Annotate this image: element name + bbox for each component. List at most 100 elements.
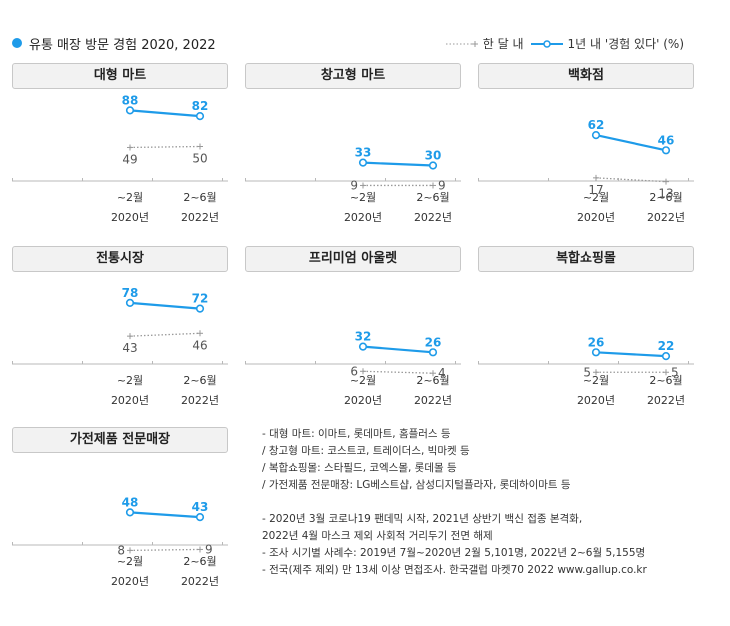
series-year-point [125,298,135,308]
chart-panel: 창고형 마트 ~2월 2020년 2~6월 2022년 33 9 30 9 [245,63,461,228]
series-month-point [593,174,599,181]
month-data-label: 50 [192,152,207,166]
footnote-line [262,494,722,511]
x-tick-year-label: 2020년 [344,394,382,407]
series-month-line [129,548,201,552]
chart-panel: 가전제품 전문매장 ~2월 2020년 2~6월 2022년 48 8 43 9 [12,427,228,592]
x-tick-label: 2~6월 [649,191,682,204]
legend-month-swatch [445,40,478,47]
series-month-point [593,369,599,376]
year-data-label: 46 [658,133,675,147]
legend-month-label: 한 달 내 [482,37,524,51]
chart-title-row: 유통 매장 방문 경험 2020, 2022 [12,33,216,53]
series-month-point [127,144,133,151]
series-year-point [195,304,205,313]
legend: 한 달 내 1년 내 '경험 있다' (%) [445,35,690,52]
month-data-label: 4 [438,366,446,380]
series-year-point [428,161,438,170]
x-tick-label: 2~6월 [416,191,449,204]
series-month-line [129,145,201,149]
panel-title: 백화점 [478,63,694,89]
legend-year-label: 1년 내 '경험 있다' (%) [567,37,685,51]
x-tick-year-label: 2020년 [344,211,382,224]
series-year-point [125,106,135,115]
series-month-point [197,143,203,150]
footnote-line: / 가전제품 전문매장: LG베스트샵, 삼성디지털플라자, 롯데하이마트 등 [262,479,571,491]
series-year-line [129,301,201,310]
x-tick-year-label: 2020년 [111,394,149,407]
year-data-label: 22 [658,339,675,353]
series-year-point [591,130,601,140]
year-data-label: 48 [122,495,139,509]
panel-title: 창고형 마트 [245,63,461,89]
month-data-label: 49 [122,152,137,166]
panel-title: 가전제품 전문매장 [12,427,228,453]
year-data-label: 33 [355,146,372,160]
footnote-line: - 2020년 3월 코로나19 팬데믹 시작, 2021년 상반기 백신 접종… [262,513,583,525]
month-data-label: 5 [583,365,591,379]
panel-plot: ~2월 2020년 2~6월 2022년 62 17 46 13 [478,118,694,224]
x-tick-year-label: 2022년 [181,394,219,407]
panel-title: 복합쇼핑몰 [478,246,694,272]
x-tick-label: 2~6월 [183,191,216,204]
series-year-line [129,511,201,519]
series-year-line [362,161,434,167]
year-data-label: 82 [192,99,209,113]
panel-plot: ~2월 2020년 2~6월 2022년 78 43 72 46 [12,286,228,407]
footnote-line: - 대형 마트: 이마트, 롯데마트, 홈플러스 등 [262,428,451,440]
year-data-label: 78 [122,286,139,300]
year-data-label: 62 [588,118,605,132]
month-data-label: 43 [122,341,137,355]
month-data-label: 9 [205,542,213,556]
page-title: 유통 매장 방문 경험 2020, 2022 [29,37,216,53]
footnote-line: 2022년 4월 마스크 제외 사회적 거리두기 전면 해제 [262,530,493,542]
footnotes: - 대형 마트: 이마트, 롯데마트, 홈플러스 등 / 창고형 마트: 코스트… [262,426,722,579]
panel-title: 프리미엄 아울렛 [245,246,461,272]
chart-panel: 프리미엄 아울렛 ~2월 2020년 2~6월 2022년 32 6 26 4 [245,246,461,411]
x-tick-year-label: 2020년 [577,394,615,407]
series-month-point [430,182,436,189]
x-tick-label: ~2월 [117,191,143,204]
series-month-point [360,182,366,189]
series-year-point [358,342,368,351]
series-year-line [595,134,667,152]
panel-plot: ~2월 2020년 2~6월 2022년 26 5 22 5 [478,335,694,407]
x-tick-year-label: 2022년 [414,211,452,224]
x-tick-label: 2~6월 [416,374,449,387]
year-data-label: 26 [588,335,605,349]
series-year-point [195,112,205,121]
year-data-label: 43 [192,500,209,514]
panel-plot: ~2월 2020년 2~6월 2022년 48 8 43 9 [12,495,228,588]
month-data-label: 46 [192,338,207,352]
month-data-label: 17 [588,183,603,197]
x-tick-year-label: 2020년 [577,211,615,224]
x-tick-year-label: 2020년 [111,211,149,224]
x-tick-year-label: 2022년 [181,211,219,224]
series-year-line [129,109,201,118]
month-data-label: 13 [658,187,673,201]
x-tick-label: 2~6월 [183,374,216,387]
chart-panel: 전통시장 ~2월 2020년 2~6월 2022년 78 43 72 46 [12,246,228,411]
series-year-point [661,146,671,155]
x-tick-label: 2~6월 [183,555,216,568]
x-tick-year-label: 2022년 [647,211,685,224]
series-month-point [127,547,133,554]
year-data-label: 32 [355,330,372,344]
year-data-label: 88 [122,93,139,107]
chart-panel: 대형 마트 ~2월 2020년 2~6월 2022년 88 49 82 50 [12,63,228,228]
series-month-line [595,177,667,183]
panel-title: 전통시장 [12,246,228,272]
x-tick-label: ~2월 [350,191,376,204]
series-year-point [661,351,671,361]
x-tick-label: 2~6월 [649,374,682,387]
year-data-label: 72 [192,292,209,306]
series-year-line [595,351,667,358]
chart-panel: 복합쇼핑몰 ~2월 2020년 2~6월 2022년 26 5 22 5 [478,246,694,411]
x-tick-label: ~2월 [583,191,609,204]
panel-plot: ~2월 2020년 2~6월 2022년 32 6 26 4 [245,330,461,407]
x-tick-year-label: 2020년 [111,575,149,588]
footnote-line: / 복합쇼핑몰: 스타필드, 코엑스몰, 롯데몰 등 [262,462,457,474]
month-data-label: 5 [671,365,679,379]
series-year-point [195,513,205,522]
series-year-point [125,508,135,517]
